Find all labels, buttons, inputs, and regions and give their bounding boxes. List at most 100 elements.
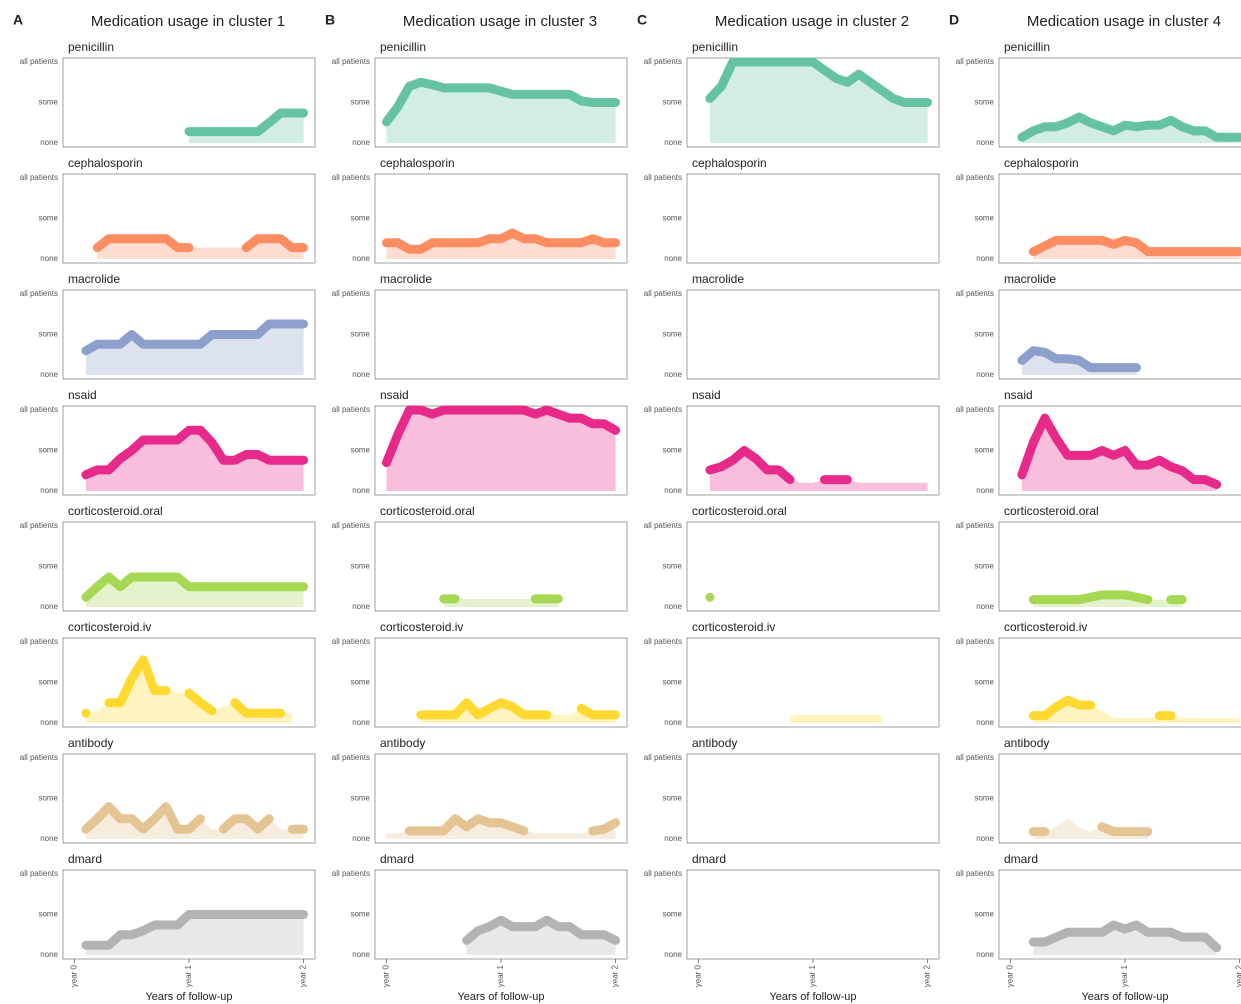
y-tick-label: some	[38, 214, 58, 223]
usage-line	[81, 319, 309, 356]
y-tick-label: none	[976, 486, 994, 495]
y-tick-label: some	[350, 330, 370, 339]
x-tick-label: year 0	[1006, 964, 1015, 987]
y-tick-label: none	[352, 370, 370, 379]
panel-frame	[686, 173, 940, 264]
usage-line	[705, 57, 933, 107]
y-tick-label: some	[662, 910, 682, 919]
panel-frame	[686, 521, 940, 612]
chart-title: Medication usage in cluster 4	[1027, 13, 1221, 30]
y-tick-label: all patients	[20, 753, 58, 762]
y-tick-label: none	[664, 950, 682, 959]
usage-line	[381, 228, 621, 254]
y-tick-label: some	[662, 794, 682, 803]
x-tick-label: year 0	[694, 964, 703, 987]
y-tick-label: all patients	[644, 637, 682, 646]
x-axis-label: Years of follow-up	[769, 991, 856, 1003]
panel-label: antibody	[1004, 736, 1049, 750]
y-tick-label: none	[664, 834, 682, 843]
usage-line	[416, 698, 621, 720]
x-axis-label: Years of follow-up	[457, 991, 544, 1003]
panel-label: penicillin	[1004, 40, 1050, 54]
panel-frame	[62, 57, 316, 148]
y-tick-label: none	[976, 138, 994, 147]
y-tick-label: all patients	[956, 753, 994, 762]
y-tick-label: none	[352, 950, 370, 959]
y-tick-label: none	[664, 138, 682, 147]
panel-label: corticosteroid.oral	[68, 504, 163, 518]
y-tick-label: all patients	[20, 521, 58, 530]
y-tick-label: some	[350, 214, 370, 223]
x-tick-label: year 1	[1120, 964, 1129, 987]
usage-line	[81, 802, 309, 834]
panel-frame	[686, 637, 940, 728]
area	[443, 598, 559, 607]
y-tick-label: none	[352, 718, 370, 727]
area	[85, 577, 304, 607]
panel-letter: A	[13, 12, 23, 28]
y-tick-label: all patients	[332, 637, 370, 646]
panel-frame	[686, 405, 940, 496]
y-tick-label: some	[974, 98, 994, 107]
y-tick-label: all patients	[956, 405, 994, 414]
usage-line	[404, 814, 621, 836]
usage-line	[81, 425, 309, 480]
panel-label: dmard	[68, 852, 102, 866]
x-tick-label: year 0	[70, 964, 79, 987]
y-tick-label: all patients	[20, 637, 58, 646]
y-tick-label: all patients	[956, 289, 994, 298]
chart-title: Medication usage in cluster 2	[715, 13, 909, 30]
panel-label: corticosteroid.iv	[1004, 620, 1087, 634]
y-tick-label: none	[40, 254, 58, 263]
x-tick-label: year 2	[1235, 964, 1241, 987]
panel-label: macrolide	[692, 272, 744, 286]
usage-line	[81, 655, 286, 718]
panel-label: nsaid	[68, 388, 97, 402]
y-tick-label: all patients	[332, 869, 370, 878]
panel-frame	[998, 405, 1241, 496]
usage-line	[1017, 112, 1241, 142]
area	[85, 323, 304, 375]
y-tick-label: none	[976, 718, 994, 727]
y-tick-label: all patients	[956, 637, 994, 646]
y-tick-label: some	[350, 562, 370, 571]
y-tick-label: some	[350, 678, 370, 687]
area	[709, 450, 928, 491]
area	[466, 920, 616, 955]
panel-frame	[374, 57, 628, 148]
y-tick-label: some	[38, 562, 58, 571]
y-tick-label: some	[662, 214, 682, 223]
panel-label: nsaid	[1004, 388, 1033, 402]
panel-frame	[62, 521, 316, 612]
panel-frame	[374, 753, 628, 844]
y-tick-label: some	[974, 446, 994, 455]
y-tick-label: none	[40, 486, 58, 495]
panel-label: dmard	[1004, 852, 1038, 866]
panel-frame	[998, 289, 1241, 380]
y-tick-label: all patients	[20, 289, 58, 298]
panel-label: macrolide	[68, 272, 120, 286]
y-tick-label: all patients	[20, 869, 58, 878]
y-tick-label: none	[40, 138, 58, 147]
panel-frame	[62, 405, 316, 496]
panel-label: penicillin	[380, 40, 426, 54]
usage-line	[381, 77, 621, 127]
y-tick-label: all patients	[644, 57, 682, 66]
y-tick-label: none	[40, 718, 58, 727]
y-tick-label: none	[352, 486, 370, 495]
y-tick-label: some	[38, 678, 58, 687]
panel-label: corticosteroid.oral	[692, 504, 787, 518]
panel-label: corticosteroid.iv	[692, 620, 775, 634]
y-tick-label: some	[350, 98, 370, 107]
panel-label: cephalosporin	[68, 156, 143, 170]
panel-letter: C	[637, 12, 647, 28]
y-tick-label: none	[352, 602, 370, 611]
y-tick-label: all patients	[956, 57, 994, 66]
y-tick-label: some	[350, 910, 370, 919]
panel-label: cephalosporin	[1004, 156, 1079, 170]
y-tick-label: all patients	[332, 173, 370, 182]
panel-label: cephalosporin	[692, 156, 767, 170]
usage-line	[81, 910, 309, 950]
area	[386, 410, 616, 491]
usage-line	[1017, 346, 1141, 373]
